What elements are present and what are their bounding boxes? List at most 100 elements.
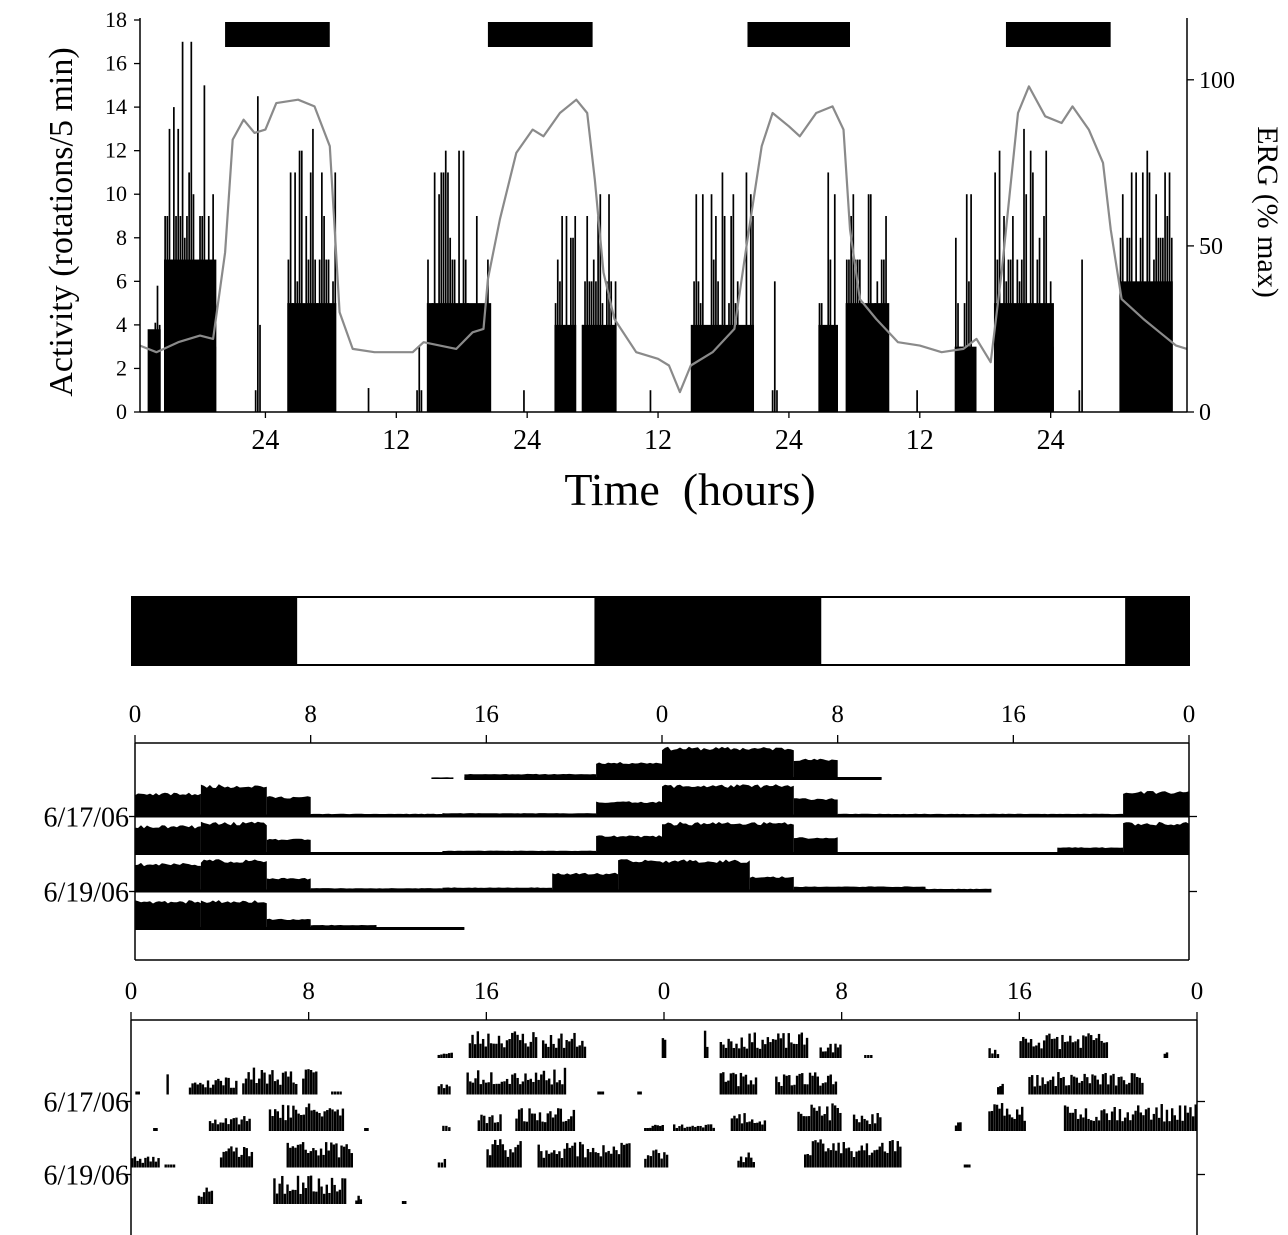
- activity-bar: [559, 281, 561, 412]
- activity-bar: [514, 1147, 517, 1168]
- activity-bar: [801, 1073, 804, 1095]
- activity-bar: [491, 1144, 494, 1168]
- activity-bar: [807, 1116, 811, 1131]
- activity-bar: [1125, 1084, 1128, 1095]
- activity-bar: [586, 1148, 590, 1168]
- activity-bar: [694, 1126, 697, 1131]
- activity-bar: [810, 1104, 813, 1131]
- activity-bout: [135, 1091, 140, 1095]
- activity-bar: [298, 150, 301, 412]
- activity-bar: [332, 281, 334, 412]
- activity-bar: [1027, 368, 1030, 412]
- activity-bar: [709, 1124, 713, 1131]
- y-axis-right-label: ERG (% max): [1251, 126, 1284, 298]
- activity-bar: [894, 1151, 897, 1168]
- dark-segment: [594, 597, 822, 665]
- activity-bar: [211, 1084, 215, 1095]
- activity-bar: [192, 194, 195, 412]
- activity-bar: [291, 1189, 294, 1204]
- activity-bar: [508, 1083, 511, 1095]
- activity-bar: [886, 1152, 889, 1168]
- activity-bar: [661, 1038, 665, 1058]
- activity-bout: [468, 1031, 538, 1058]
- activity-bout: [286, 1142, 354, 1168]
- activity-bar: [321, 172, 323, 412]
- activity-bar: [750, 1119, 754, 1131]
- activity-bar: [715, 216, 717, 412]
- activity-bout: [254, 96, 261, 412]
- activity-bar: [222, 1085, 225, 1095]
- activity-bout: [852, 1113, 882, 1131]
- actogram-activity-fill: [837, 813, 970, 817]
- activity-bar: [742, 1076, 745, 1095]
- activity-bar: [307, 259, 310, 412]
- activity-bar: [468, 1043, 472, 1058]
- actogram-x-tick-label: 16: [474, 701, 499, 728]
- activity-bout: [690, 172, 755, 412]
- activity-bar: [743, 390, 746, 412]
- activity-bar: [704, 346, 706, 412]
- activity-bar: [258, 1078, 261, 1095]
- actogram-activity-fill: [442, 813, 597, 817]
- actogram-activity-fill: [200, 821, 267, 854]
- dark-period-bar: [747, 22, 850, 47]
- actogram-activity-fill: [464, 773, 597, 779]
- activity-bar: [854, 259, 857, 412]
- actogram-activity-fill: [266, 877, 311, 892]
- activity-bar: [487, 1082, 490, 1095]
- activity-bout: [916, 390, 918, 412]
- activity-bout: [554, 216, 577, 412]
- activity-bar: [1163, 1121, 1166, 1131]
- activity-bar: [1023, 1120, 1026, 1131]
- activity-bar: [315, 1111, 319, 1131]
- activity-bar: [675, 1127, 679, 1131]
- activity-bar: [777, 1082, 781, 1095]
- activity-bar: [612, 368, 615, 412]
- activity-bar: [556, 259, 559, 412]
- activity-bar: [562, 1121, 565, 1131]
- activity-bar: [1168, 1121, 1171, 1131]
- activity-bout: [963, 1164, 971, 1168]
- activity-bar: [506, 1156, 510, 1168]
- activity-bout: [401, 1201, 407, 1204]
- activity-bar: [863, 1150, 866, 1168]
- activity-bar: [852, 194, 855, 412]
- activity-bar: [850, 216, 852, 412]
- x-axis-label: Time (hours): [564, 464, 815, 515]
- activity-bar: [597, 1152, 600, 1168]
- activity-bar: [780, 1085, 783, 1095]
- activity-bar: [442, 1125, 445, 1131]
- activity-bar: [568, 1041, 571, 1058]
- activity-bar: [481, 1038, 485, 1058]
- activity-bar: [597, 216, 599, 412]
- activity-bar: [1024, 1038, 1028, 1058]
- activity-bar: [1028, 1076, 1031, 1095]
- activity-bar: [678, 1126, 681, 1131]
- activity-bar: [1035, 1045, 1038, 1058]
- activity-bar: [294, 172, 296, 412]
- activity-bar: [172, 1164, 176, 1168]
- activity-bar: [1162, 237, 1164, 412]
- activity-bar: [1121, 1121, 1124, 1131]
- activity-bar: [197, 1195, 201, 1204]
- activity-bar: [710, 194, 713, 412]
- activity-bar: [848, 259, 850, 412]
- activity-bar: [595, 281, 597, 412]
- activity-bar: [750, 1042, 754, 1058]
- activity-bar: [859, 259, 861, 412]
- activity-bar: [534, 1072, 538, 1095]
- actogram-activity-fill: [662, 746, 794, 779]
- activity-bar: [448, 1086, 451, 1095]
- activity-bar: [744, 1074, 748, 1095]
- activity-bar: [564, 1120, 568, 1131]
- activity-bar: [870, 1055, 873, 1058]
- activity-bar: [663, 1039, 667, 1058]
- activity-bar: [1066, 1106, 1069, 1131]
- activity-bar: [471, 1034, 474, 1058]
- activity-bar: [146, 1156, 150, 1168]
- activity-bar: [1074, 1041, 1077, 1058]
- activity-bout: [775, 1072, 838, 1095]
- activity-bar: [615, 1150, 618, 1168]
- activity-bar: [1044, 1084, 1047, 1095]
- activity-bar: [210, 324, 212, 412]
